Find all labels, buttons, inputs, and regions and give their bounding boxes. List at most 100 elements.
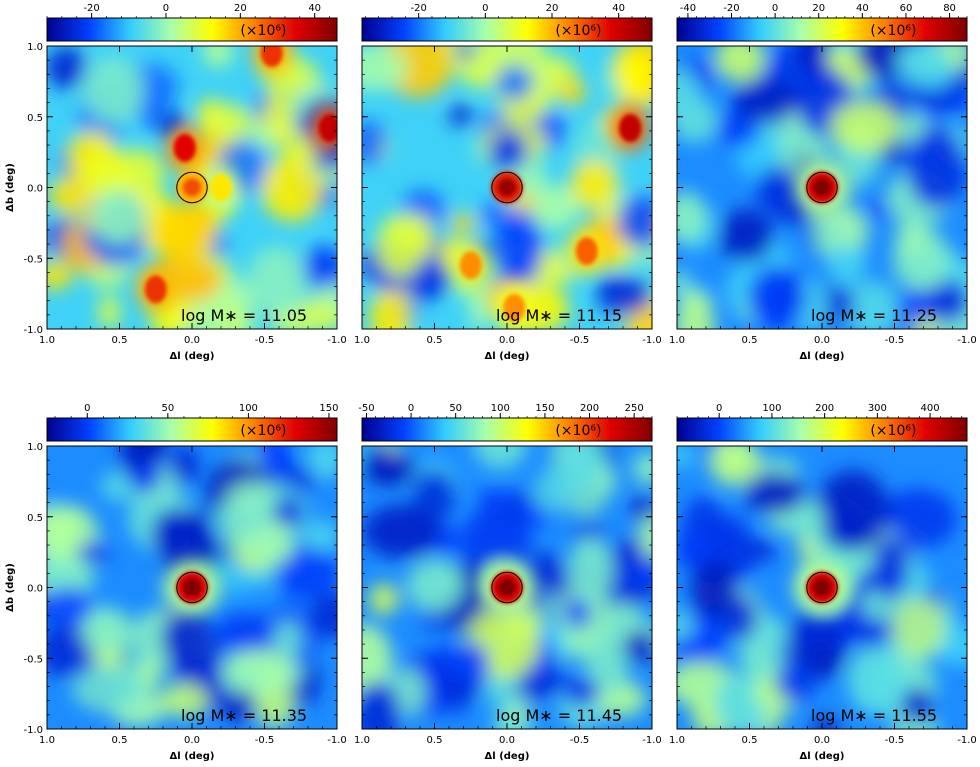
axes: 1.0 0.5 0.0 -0.5 -1.0 Δl (deg) [354, 445, 662, 762]
noise-blob [247, 519, 296, 566]
x-tick-label: 0.5 [112, 335, 128, 346]
x-tick-label: 1.0 [669, 735, 685, 746]
noise-blob [732, 76, 799, 124]
y-tick-label: 1.0 [27, 42, 43, 53]
noise-blob [211, 104, 253, 142]
x-tick-label: 1.0 [354, 335, 370, 346]
noise-blob [495, 209, 543, 286]
colorbar-tick-label: 20 [812, 3, 825, 14]
hotspot-core [144, 275, 167, 304]
noise-blob [813, 215, 841, 256]
colorbar-tick-label: -20 [723, 3, 739, 14]
noise-blob [677, 290, 715, 329]
noise-blob [677, 609, 695, 641]
noise-blob [302, 520, 337, 552]
noise-blob [690, 557, 736, 618]
colorbar-gradient [676, 417, 968, 442]
colorbar-unit-label: (×10⁶) [870, 423, 916, 439]
colorbar-tick-label: 20 [546, 3, 559, 14]
x-tick-label: 0.0 [499, 735, 515, 746]
heatmap-area [47, 446, 337, 729]
noise-blob [744, 472, 806, 515]
noise-blob [81, 607, 134, 655]
colorbar-unit-label: (×10⁶) [240, 23, 286, 39]
panel-6: 0 100 200 300 400 (×10⁶) 1.0 0.5 0.0 -0.5 -1.0 Δl (… [669, 403, 977, 762]
mass-bin-label: log M∗ = 11.35 [181, 706, 307, 725]
x-tick-label: 0.0 [499, 335, 515, 346]
noise-blob [223, 649, 297, 697]
colorbar-tick-label: 100 [239, 403, 258, 414]
noise-blob [807, 142, 828, 162]
noise-blob [927, 280, 967, 323]
colorbar: -20 0 20 40 (×10⁶) [46, 3, 338, 42]
noise-blob [449, 103, 472, 128]
y-tick-label: 0.0 [27, 184, 43, 195]
panel-1: -20 0 20 40(×10⁶)1.0 0.5 0.0 -0.5 -1.01.00.50.0… [5, 3, 347, 362]
y-tick-label: -1.0 [23, 325, 43, 336]
noise-blob [133, 457, 162, 487]
noise-blob [436, 524, 461, 557]
noise-blob [829, 100, 900, 153]
colorbar-unit-label: (×10⁶) [555, 23, 601, 39]
colorbar-tick-label: -20 [83, 3, 99, 14]
heatmap-area [677, 46, 967, 329]
noise-blob [556, 78, 586, 105]
noise-blob [495, 64, 534, 102]
noise-blob [493, 707, 532, 729]
colorbar-gradient [46, 417, 338, 442]
noise-blob [362, 623, 393, 694]
panel-4: 0 50 100 150(×10⁶)1.0 0.5 0.0 -0.5 -1.01.00.50.… [5, 403, 347, 762]
noise-blob [564, 596, 590, 629]
colorbar: -20 0 20 40 (×10⁶) [361, 3, 653, 42]
noise-blob [283, 135, 319, 164]
noise-blob [153, 200, 214, 266]
hotspot-core [575, 237, 598, 266]
axes: 1.0 0.5 0.0 -0.5 -1.0 Δl (deg) [354, 45, 662, 362]
aperture-circle [491, 171, 523, 204]
noise-blob [560, 446, 605, 490]
noise-blob [895, 219, 930, 258]
x-tick-label: -0.5 [570, 735, 590, 746]
noise-blob [468, 293, 492, 329]
noise-blob [866, 199, 894, 220]
noise-blob [534, 468, 572, 515]
noise-blob [525, 552, 566, 594]
noise-blob [816, 470, 890, 552]
noise-field [362, 46, 652, 329]
panel-5: -50 0 50 100 150 200 250 (×10⁶) 1.0 0.5 0.0 -0.5 -1.… [354, 403, 662, 762]
x-axis-label: Δl (deg) [170, 751, 215, 762]
noise-blob [91, 188, 146, 245]
noise-blob [623, 629, 652, 664]
noise-field [677, 46, 967, 329]
noise-blob [362, 504, 443, 559]
noise-blob [795, 46, 830, 75]
y-tick-label: -0.5 [23, 254, 43, 265]
noise-blob [151, 508, 194, 560]
x-tick-label: 0.0 [814, 335, 830, 346]
hotspot-core [318, 114, 337, 143]
noise-blob [841, 253, 868, 271]
noise-blob [563, 676, 600, 706]
noise-blob [895, 46, 953, 81]
colorbar-tick-label: 0 [716, 403, 722, 414]
x-tick-label: 0.0 [184, 335, 200, 346]
noise-blob [845, 280, 900, 329]
x-axis-label: Δl (deg) [485, 751, 530, 762]
hotspot-core [173, 133, 196, 162]
axes: 1.0 0.5 0.0 -0.5 -1.01.00.50.0-0.5-1.0Δl (de… [5, 42, 347, 362]
aperture-circle [806, 171, 838, 204]
peak-core [813, 578, 831, 597]
x-tick-label: -0.5 [885, 735, 905, 746]
x-tick-label: -1.0 [642, 335, 662, 346]
axes: 1.0 0.5 0.0 -0.5 -1.0 Δl (deg) [669, 445, 977, 762]
noise-blob [715, 46, 765, 82]
colorbar-tick-label: 400 [921, 403, 940, 414]
noise-blob [480, 200, 509, 229]
colorbar-tick-label: 0 [772, 3, 778, 14]
aperture-circle [491, 571, 523, 604]
x-tick-label: -0.5 [255, 335, 275, 346]
heatmap-area [362, 446, 652, 729]
noise-blob [252, 121, 277, 148]
noise-blob [214, 612, 278, 656]
colorbar-tick-label: 40 [612, 3, 625, 14]
